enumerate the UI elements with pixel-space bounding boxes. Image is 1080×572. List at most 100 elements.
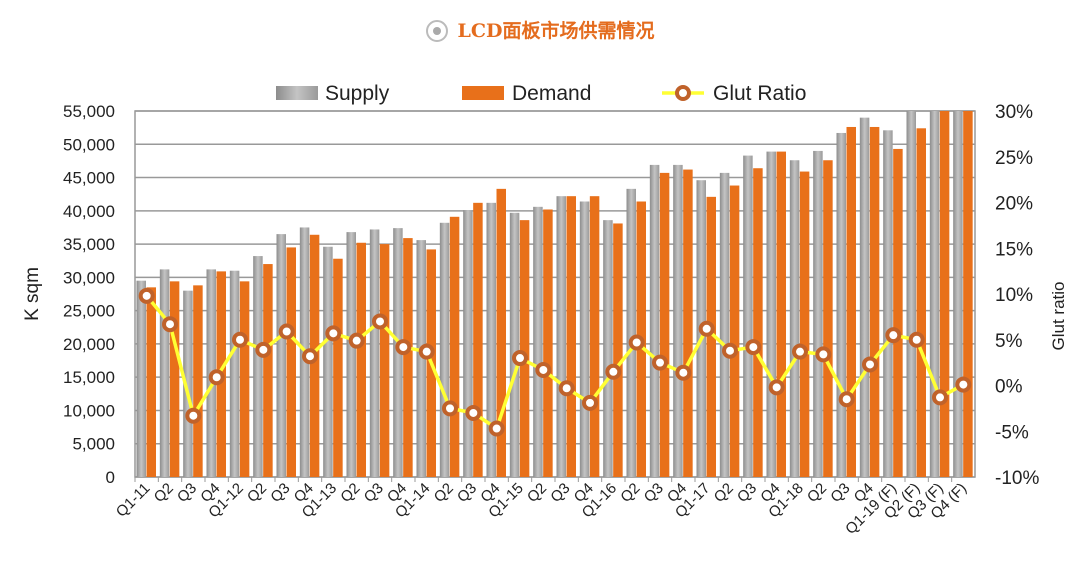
supply-bar <box>346 232 356 477</box>
glut-ratio-marker <box>325 325 342 342</box>
demand-bar <box>589 196 600 477</box>
supply-bar <box>953 111 963 477</box>
supply-bar <box>813 150 823 477</box>
supply-bar <box>509 212 520 477</box>
demand-bar <box>963 111 973 477</box>
glut-ratio-marker <box>418 343 435 360</box>
y2-tick-label: 15% <box>995 239 1033 260</box>
supply-bar <box>719 172 730 477</box>
glut-ratio-marker <box>838 391 855 408</box>
demand-bar <box>543 209 553 477</box>
glut-ratio-marker <box>442 400 458 417</box>
y2-tick-label: 0% <box>995 377 1023 398</box>
y-tick-label: 40,000 <box>63 202 115 221</box>
demand-bar <box>169 281 180 477</box>
chart-title-row: LCD面板市场供需情况 <box>0 16 1080 43</box>
demand-bar <box>893 148 903 477</box>
demand-bar <box>706 196 716 477</box>
glut-ratio-marker <box>792 343 808 360</box>
supply-bar <box>369 229 380 477</box>
supply-bar <box>626 188 636 477</box>
legend-demand-label: Demand <box>512 82 591 105</box>
glut-ratio-marker <box>885 327 902 344</box>
y-tick-label: 50,000 <box>63 135 115 154</box>
glut-ratio-marker <box>652 354 668 371</box>
glut-ratio-marker <box>372 313 388 330</box>
demand-bar <box>333 258 343 477</box>
demand-bar <box>823 160 833 477</box>
demand-bar <box>146 287 156 477</box>
legend-demand-swatch <box>462 86 504 100</box>
radio-circle-icon <box>425 20 448 42</box>
supply-bar <box>859 117 870 477</box>
supply-bar <box>556 196 566 477</box>
glut-ratio-marker <box>745 339 762 356</box>
x-tick-label: Q2 <box>617 480 643 506</box>
demand-bar <box>496 188 506 477</box>
demand-bar <box>519 220 530 477</box>
demand-bar <box>449 216 460 477</box>
supply-bar <box>789 160 800 477</box>
supply-bar <box>323 246 333 477</box>
glut-ratio-marker <box>302 348 318 365</box>
x-tick-label: Q3 <box>454 480 480 506</box>
y2-tick-label: 10% <box>995 285 1033 306</box>
demand-bar <box>263 264 273 477</box>
demand-bar <box>683 169 693 477</box>
glut-ratio-marker <box>675 364 692 381</box>
x-tick-label: Q2 <box>151 480 177 506</box>
demand-bar <box>379 244 390 477</box>
supply-bar <box>416 240 426 477</box>
y-tick-label: 30,000 <box>63 268 115 287</box>
y2-tick-label: 25% <box>995 148 1033 169</box>
glut-ratio-marker <box>535 361 552 378</box>
x-tick-label: Q3 <box>361 480 387 506</box>
demand-bar <box>473 202 483 477</box>
glut-ratio-marker <box>348 332 365 349</box>
glut-ratio-marker <box>185 407 202 424</box>
demand-bar <box>846 126 856 477</box>
supply-bar <box>183 290 193 477</box>
supply-bar <box>836 132 846 477</box>
x-tick-label: Q3 <box>174 480 200 506</box>
y-tick-label: 45,000 <box>63 169 115 188</box>
supply-bar <box>603 220 613 477</box>
demand-bar <box>729 185 740 477</box>
glut-ratio-marker <box>605 363 622 380</box>
x-tick-label: Q2 <box>337 480 363 506</box>
chart-title: LCD面板市场供需情况 <box>457 20 655 42</box>
demand-bar <box>193 285 203 477</box>
x-tick-label: Q2 <box>431 480 457 506</box>
supply-bar <box>229 270 240 477</box>
y2-tick-label: 30% <box>995 102 1033 123</box>
glut-ratio-marker <box>255 341 272 358</box>
glut-ratio-marker <box>582 394 598 411</box>
glut-ratio-marker <box>278 323 295 340</box>
supply-bar <box>649 164 660 477</box>
glut-ratio-marker <box>698 320 715 337</box>
supply-bar <box>533 206 543 477</box>
x-tick-label: Q3 <box>267 480 293 506</box>
y2-tick-label: -10% <box>995 468 1039 489</box>
legend-glut-marker <box>675 85 691 101</box>
x-tick-label: Q3 <box>547 480 573 506</box>
glut-ratio-marker <box>138 287 155 304</box>
y-tick-label: 55,000 <box>63 102 115 121</box>
supply-bar <box>439 222 450 477</box>
glut-ratio-marker <box>512 350 528 367</box>
supply-bar <box>743 155 753 477</box>
y-tick-label: 35,000 <box>63 235 115 254</box>
demand-bar <box>753 168 763 477</box>
glut-ratio-marker <box>908 331 925 348</box>
supply-bar <box>159 269 170 477</box>
glut-ratio-marker <box>862 356 878 373</box>
supply-bar <box>673 164 683 477</box>
glut-ratio-marker <box>628 334 645 351</box>
demand-bar <box>239 281 250 477</box>
glut-ratio-marker <box>208 369 225 386</box>
legend-supply-swatch <box>276 86 318 100</box>
glut-ratio-marker <box>955 376 972 393</box>
supply-bar <box>253 256 263 477</box>
demand-bar <box>613 223 623 477</box>
